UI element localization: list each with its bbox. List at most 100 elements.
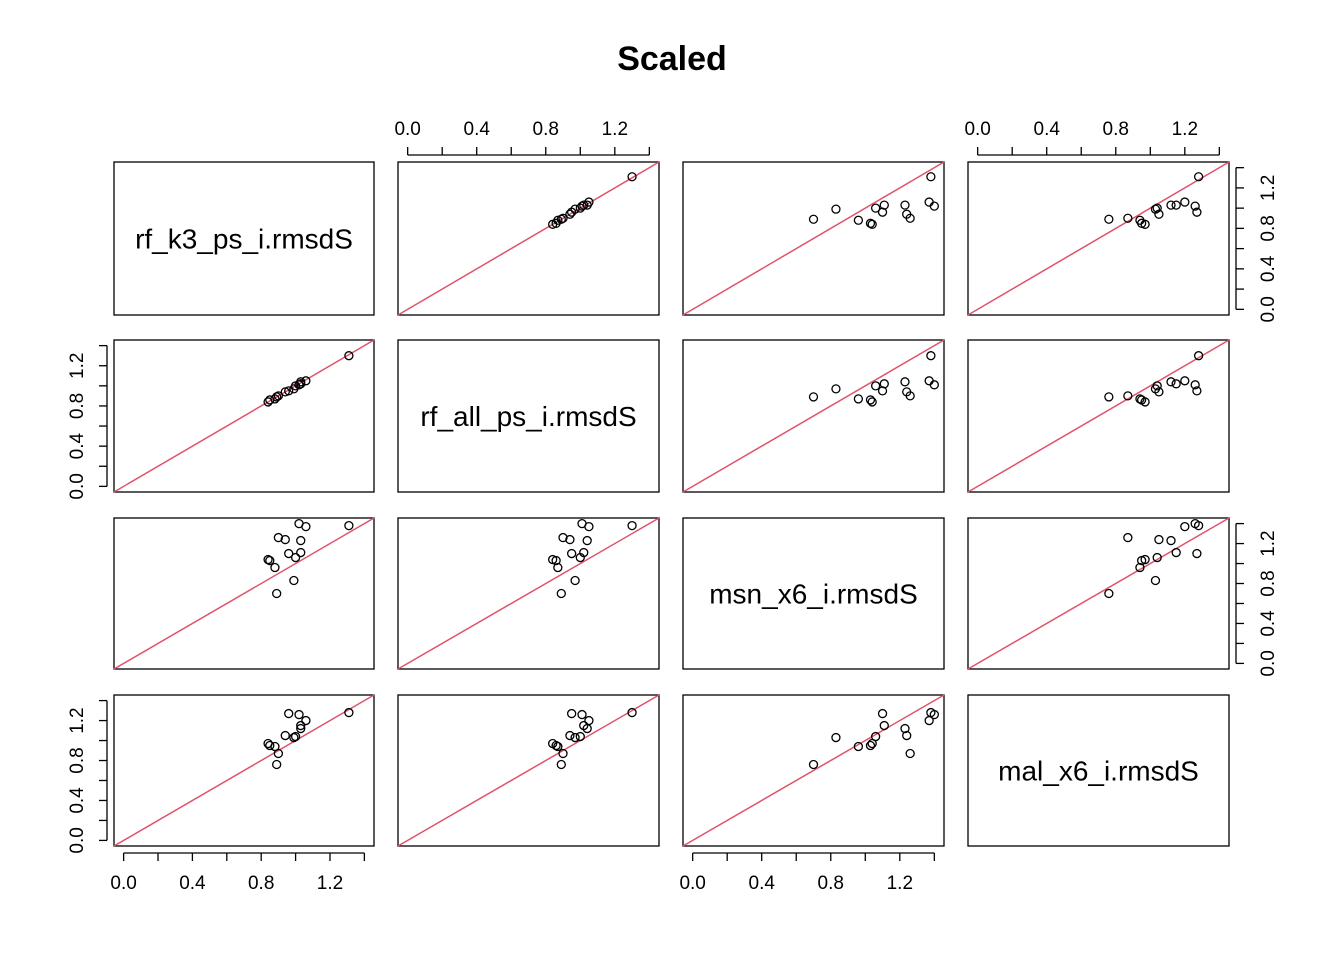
panel-frame bbox=[967, 694, 1230, 847]
data-point bbox=[926, 172, 936, 182]
panel-frame bbox=[682, 517, 945, 670]
data-point bbox=[1154, 534, 1164, 545]
data-point bbox=[1192, 386, 1202, 396]
panel-mal_x6_i.rmsdS-vs-mal_x6_i.rmsdS: mal_x6_i.rmsdS bbox=[967, 694, 1230, 847]
panel-rf_k3_ps_i.rmsdS-vs-msn_x6_i.rmsdS bbox=[682, 161, 945, 316]
tick-label: 0.4 bbox=[67, 787, 88, 814]
data-point bbox=[1135, 562, 1145, 573]
top-x-axis-mal_x6_i.rmsdS: 0.0 0.4 0.8 1.2 bbox=[964, 119, 1220, 156]
data-point bbox=[808, 392, 819, 402]
tick-label: 1.2 bbox=[1258, 530, 1279, 556]
panel-msn_x6_i.rmsdS-vs-mal_x6_i.rmsdS bbox=[967, 517, 1230, 670]
variable-label: rf_all_ps_i.rmsdS bbox=[420, 401, 636, 432]
right-y-axis-rf_k3_ps_i.rmsdS: 0.0 0.4 0.8 1.2 bbox=[1235, 167, 1279, 323]
data-point bbox=[905, 748, 915, 759]
data-point bbox=[1192, 207, 1202, 217]
panel-frame bbox=[682, 161, 945, 316]
bottom-x-axis-msn_x6_i.rmsdS: 0.0 0.4 0.8 1.2 bbox=[679, 852, 935, 894]
data-point bbox=[273, 391, 284, 401]
data-point bbox=[627, 707, 637, 718]
data-point bbox=[1104, 392, 1114, 402]
data-point bbox=[929, 201, 939, 211]
data-point bbox=[1166, 200, 1176, 210]
data-point bbox=[1171, 547, 1181, 558]
data-point bbox=[1180, 521, 1190, 532]
data-point bbox=[301, 715, 311, 726]
data-point bbox=[879, 200, 889, 210]
reference-line bbox=[113, 694, 375, 847]
panel-rf_k3_ps_i.rmsdS-vs-rf_all_ps_i.rmsdS bbox=[397, 161, 660, 316]
panel-mal_x6_i.rmsdS-vs-rf_k3_ps_i.rmsdS bbox=[113, 694, 375, 847]
data-point bbox=[265, 555, 275, 566]
data-point bbox=[831, 384, 841, 394]
panel-rf_all_ps_i.rmsdS-vs-rf_all_ps_i.rmsdS: rf_all_ps_i.rmsdS bbox=[397, 339, 660, 493]
data-point bbox=[553, 562, 563, 573]
data-point bbox=[1190, 380, 1200, 390]
panel-frame bbox=[113, 694, 375, 847]
tick-label: 1.2 bbox=[67, 353, 88, 379]
data-point bbox=[831, 204, 841, 214]
data-point bbox=[926, 707, 936, 718]
data-point bbox=[853, 215, 864, 225]
tick-label: 1.2 bbox=[1258, 175, 1279, 201]
tick-label: 0.4 bbox=[1034, 119, 1061, 140]
data-point bbox=[558, 748, 568, 759]
left-y-axis-mal_x6_i.rmsdS: 0.0 0.4 0.8 1.2 bbox=[67, 699, 108, 854]
panel-rf_all_ps_i.rmsdS-vs-rf_k3_ps_i.rmsdS bbox=[113, 339, 375, 493]
data-point bbox=[1180, 197, 1190, 207]
data-point bbox=[879, 720, 889, 731]
data-point bbox=[924, 197, 934, 207]
data-point bbox=[289, 732, 299, 743]
panel-rf_k3_ps_i.rmsdS-vs-rf_k3_ps_i.rmsdS: rf_k3_ps_i.rmsdS bbox=[113, 161, 375, 316]
data-point bbox=[273, 748, 284, 759]
panel-frame bbox=[967, 339, 1230, 493]
variable-label: msn_x6_i.rmsdS bbox=[709, 579, 918, 610]
tick-label: 0.8 bbox=[1103, 119, 1129, 140]
data-point bbox=[870, 731, 881, 742]
tick-label: 0.4 bbox=[749, 873, 776, 894]
data-point bbox=[290, 552, 301, 563]
data-point bbox=[280, 730, 290, 741]
panel-frame bbox=[397, 517, 660, 670]
variable-label: rf_k3_ps_i.rmsdS bbox=[135, 224, 353, 255]
reference-line bbox=[967, 339, 1230, 493]
data-point bbox=[867, 397, 877, 407]
tick-label: 0.0 bbox=[67, 473, 88, 499]
data-point bbox=[565, 730, 575, 741]
tick-label: 1.2 bbox=[602, 119, 628, 140]
data-point bbox=[284, 386, 294, 396]
data-point bbox=[1123, 391, 1133, 401]
data-point bbox=[853, 394, 864, 404]
data-point bbox=[926, 351, 936, 361]
tick-label: 1.2 bbox=[317, 873, 343, 894]
data-point bbox=[1152, 552, 1162, 563]
tick-label: 0.8 bbox=[67, 747, 88, 773]
data-point bbox=[1193, 520, 1204, 531]
reference-line bbox=[682, 339, 945, 493]
data-point bbox=[565, 209, 575, 219]
bottom-x-axis-rf_k3_ps_i.rmsdS: 0.0 0.4 0.8 1.2 bbox=[110, 852, 366, 894]
tick-label: 0.8 bbox=[1258, 570, 1279, 596]
data-point bbox=[867, 219, 877, 229]
tick-label: 1.2 bbox=[887, 873, 913, 894]
tick-label: 0.8 bbox=[67, 393, 88, 419]
tick-label: 0.4 bbox=[1258, 610, 1279, 637]
data-point bbox=[263, 554, 273, 565]
data-point bbox=[577, 709, 587, 720]
tick-label: 0.8 bbox=[248, 873, 274, 894]
data-point bbox=[344, 707, 354, 718]
chart-title: Scaled bbox=[617, 40, 727, 78]
data-point bbox=[584, 521, 594, 532]
panel-msn_x6_i.rmsdS-vs-rf_k3_ps_i.rmsdS bbox=[113, 517, 375, 670]
data-point bbox=[924, 715, 934, 726]
data-point bbox=[831, 732, 841, 743]
panel-mal_x6_i.rmsdS-vs-msn_x6_i.rmsdS bbox=[682, 694, 945, 847]
tick-label: 0.8 bbox=[818, 873, 844, 894]
data-point bbox=[289, 575, 299, 586]
tick-label: 0.4 bbox=[179, 873, 206, 894]
data-point bbox=[1123, 532, 1133, 543]
tick-label: 0.0 bbox=[394, 119, 420, 140]
data-point bbox=[570, 732, 580, 743]
data-point bbox=[294, 709, 304, 720]
tick-label: 0.4 bbox=[1258, 255, 1279, 282]
